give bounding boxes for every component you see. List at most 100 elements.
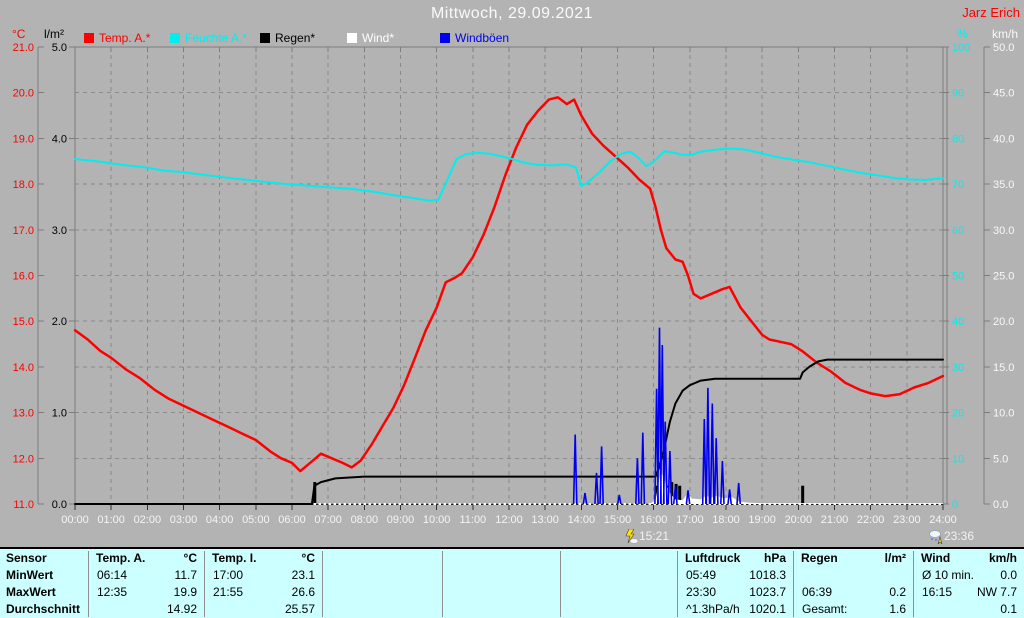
svg-text:06:00: 06:00 bbox=[278, 514, 306, 526]
svg-text:13.0: 13.0 bbox=[13, 408, 34, 420]
svg-text:4.0: 4.0 bbox=[52, 133, 67, 145]
svg-text:30.0: 30.0 bbox=[993, 225, 1014, 237]
svg-text:50.0: 50.0 bbox=[993, 42, 1014, 54]
svg-text:08:00: 08:00 bbox=[351, 514, 379, 526]
stat-value-cell: 0.1 bbox=[1000, 602, 1017, 616]
svg-text:01:00: 01:00 bbox=[97, 514, 125, 526]
stat-time-cell: Ø 10 min. bbox=[922, 568, 975, 582]
svg-text:03:00: 03:00 bbox=[170, 514, 198, 526]
legend-swatch-icon bbox=[347, 33, 357, 43]
table-separator bbox=[322, 551, 323, 617]
svg-text:15:00: 15:00 bbox=[604, 514, 632, 526]
table-col-unit: °C bbox=[183, 551, 197, 565]
svg-text:20:00: 20:00 bbox=[785, 514, 813, 526]
table-row-label: MinWert bbox=[6, 568, 54, 582]
stat-time-cell: 06:14 bbox=[97, 568, 128, 582]
author-label: Jarz Erich bbox=[962, 5, 1020, 20]
svg-text:12:00: 12:00 bbox=[495, 514, 523, 526]
svg-text:17:00: 17:00 bbox=[676, 514, 704, 526]
svg-text:16.0: 16.0 bbox=[13, 271, 34, 283]
legend-swatch-icon bbox=[84, 33, 94, 43]
svg-text:11:00: 11:00 bbox=[459, 514, 486, 526]
svg-text:10:00: 10:00 bbox=[423, 514, 451, 526]
svg-text:22:00: 22:00 bbox=[857, 514, 885, 526]
svg-text:3.0: 3.0 bbox=[52, 225, 67, 237]
stat-time-cell: 12:35 bbox=[97, 585, 128, 599]
table-col-header: Temp. A. bbox=[96, 551, 146, 565]
event-marker-time: 15:21 bbox=[639, 529, 670, 543]
left-axis-unit-temp: °C bbox=[12, 27, 26, 41]
stat-value-cell: NW 7.7 bbox=[976, 585, 1017, 599]
table-col-header: Regen bbox=[801, 551, 838, 565]
svg-text:2.0: 2.0 bbox=[52, 316, 67, 328]
svg-text:1.0: 1.0 bbox=[52, 408, 67, 420]
right-axis-unit-humidity: % bbox=[957, 27, 968, 41]
svg-text:24:00: 24:00 bbox=[929, 514, 957, 526]
table-separator bbox=[88, 551, 89, 617]
svg-text:40.0: 40.0 bbox=[993, 133, 1014, 145]
svg-text:60: 60 bbox=[952, 225, 964, 237]
svg-text:19.0: 19.0 bbox=[13, 133, 34, 145]
svg-text:14.0: 14.0 bbox=[13, 362, 34, 374]
legend-label: Windböen bbox=[455, 31, 510, 45]
table-col-unit: l/m² bbox=[884, 551, 906, 565]
table-col-unit: km/h bbox=[988, 551, 1017, 565]
legend-item-3: Regen* bbox=[260, 31, 315, 45]
table-col-header: Temp. I. bbox=[212, 551, 257, 565]
lightning-rain-icon bbox=[625, 529, 638, 544]
svg-text:45.0: 45.0 bbox=[993, 88, 1014, 100]
svg-text:80: 80 bbox=[952, 133, 964, 145]
stat-time-cell: Gesamt: bbox=[802, 602, 848, 616]
svg-text:20.0: 20.0 bbox=[13, 88, 34, 100]
svg-text:02:00: 02:00 bbox=[134, 514, 162, 526]
svg-text:10: 10 bbox=[952, 453, 964, 465]
legend-label: Temp. A.* bbox=[99, 31, 151, 45]
table-separator bbox=[677, 551, 678, 617]
svg-text:0.0: 0.0 bbox=[993, 499, 1008, 511]
stat-value-cell: 0.2 bbox=[889, 585, 906, 599]
svg-text:07:00: 07:00 bbox=[314, 514, 342, 526]
table-col-unit: hPa bbox=[763, 551, 786, 565]
table-col-header: Wind bbox=[921, 551, 951, 565]
table-separator bbox=[204, 551, 205, 617]
svg-text:18:00: 18:00 bbox=[712, 514, 740, 526]
table-separator bbox=[442, 551, 443, 617]
svg-text:23:00: 23:00 bbox=[893, 514, 921, 526]
svg-text:17.0: 17.0 bbox=[13, 225, 34, 237]
svg-text:14:00: 14:00 bbox=[568, 514, 596, 526]
stat-value-cell: 26.6 bbox=[291, 585, 315, 599]
svg-text:21.0: 21.0 bbox=[13, 42, 34, 54]
left-axis-unit-rain: l/m² bbox=[44, 27, 64, 41]
event-marker-2: 23:36 bbox=[929, 529, 974, 544]
stat-time-cell: ^1.3hPa/h bbox=[686, 602, 740, 616]
stat-time-cell: 05:49 bbox=[686, 568, 717, 582]
legend-item-4: Wind* bbox=[347, 31, 394, 45]
table-row-label: MaxWert bbox=[6, 585, 56, 599]
legend-label: Wind* bbox=[362, 31, 395, 45]
table-separator bbox=[560, 551, 561, 617]
table-col-unit: °C bbox=[301, 551, 315, 565]
stat-value-cell: 23.1 bbox=[291, 568, 315, 582]
svg-text:0: 0 bbox=[952, 499, 958, 511]
table-row-label: Durchschnitt bbox=[6, 602, 81, 616]
stat-value-cell: 11.7 bbox=[174, 568, 197, 582]
weather-chart[interactable]: 11.0 12.0 13.0 14.0 15.0 16.0 17.0 18.0 19.0 20.0… bbox=[0, 0, 1024, 547]
svg-text:5.0: 5.0 bbox=[993, 453, 1008, 465]
right-axis-unit-wind: km/h bbox=[992, 27, 1019, 41]
stat-value-cell: 1.6 bbox=[889, 602, 906, 616]
svg-text:100: 100 bbox=[952, 42, 970, 54]
svg-text:11.0: 11.0 bbox=[13, 499, 34, 511]
svg-text:25.0: 25.0 bbox=[993, 271, 1014, 283]
svg-text:50: 50 bbox=[952, 271, 964, 283]
stat-value-cell: 1020.1 bbox=[749, 602, 786, 616]
svg-text:30: 30 bbox=[952, 362, 964, 374]
stat-time-cell: 06:39 bbox=[802, 585, 833, 599]
legend-label: Feuchte A.* bbox=[185, 31, 248, 45]
svg-text:05:00: 05:00 bbox=[242, 514, 270, 526]
table-col-header: Luftdruck bbox=[685, 551, 741, 565]
svg-text:19:00: 19:00 bbox=[748, 514, 776, 526]
rain-cloud-icon bbox=[929, 530, 943, 544]
table-separator bbox=[793, 551, 794, 617]
stats-table: Sensor MinWert MaxWert Durchschnitt Temp. A.… bbox=[0, 547, 1024, 618]
table-separator bbox=[913, 551, 914, 617]
